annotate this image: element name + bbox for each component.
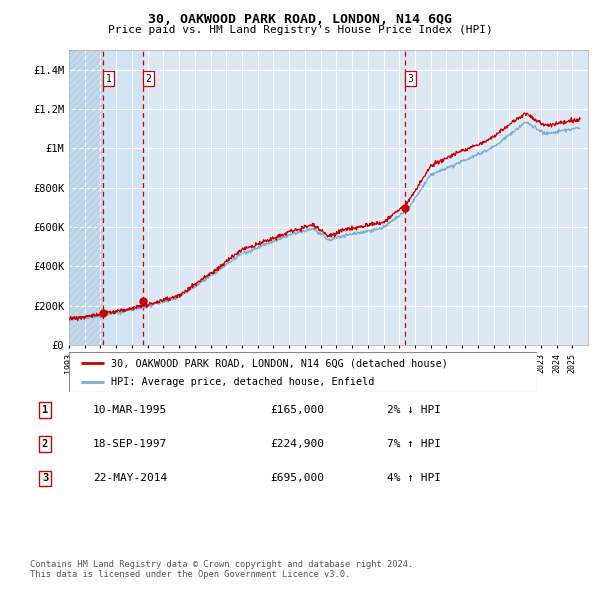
Text: 4% ↑ HPI: 4% ↑ HPI bbox=[387, 474, 441, 483]
Text: 2% ↓ HPI: 2% ↓ HPI bbox=[387, 405, 441, 415]
Text: 1: 1 bbox=[42, 405, 48, 415]
Text: 3: 3 bbox=[408, 74, 413, 84]
Bar bbox=[69, 50, 103, 345]
Text: 2: 2 bbox=[145, 74, 151, 84]
Text: £224,900: £224,900 bbox=[270, 440, 324, 449]
Text: 30, OAKWOOD PARK ROAD, LONDON, N14 6QG: 30, OAKWOOD PARK ROAD, LONDON, N14 6QG bbox=[148, 13, 452, 26]
Text: Contains HM Land Registry data © Crown copyright and database right 2024.
This d: Contains HM Land Registry data © Crown c… bbox=[30, 560, 413, 579]
Bar bbox=[143, 50, 588, 345]
Bar bbox=[103, 50, 143, 345]
Text: 18-SEP-1997: 18-SEP-1997 bbox=[93, 440, 167, 449]
Text: Price paid vs. HM Land Registry's House Price Index (HPI): Price paid vs. HM Land Registry's House … bbox=[107, 25, 493, 35]
Text: 10-MAR-1995: 10-MAR-1995 bbox=[93, 405, 167, 415]
Text: £695,000: £695,000 bbox=[270, 474, 324, 483]
Text: 22-MAY-2014: 22-MAY-2014 bbox=[93, 474, 167, 483]
Text: 7% ↑ HPI: 7% ↑ HPI bbox=[387, 440, 441, 449]
Text: £165,000: £165,000 bbox=[270, 405, 324, 415]
Bar bbox=[69, 50, 103, 345]
Text: 1: 1 bbox=[106, 74, 112, 84]
Text: 30, OAKWOOD PARK ROAD, LONDON, N14 6QG (detached house): 30, OAKWOOD PARK ROAD, LONDON, N14 6QG (… bbox=[111, 358, 448, 368]
Text: HPI: Average price, detached house, Enfield: HPI: Average price, detached house, Enfi… bbox=[111, 376, 374, 386]
Text: 2: 2 bbox=[42, 440, 48, 449]
Text: 3: 3 bbox=[42, 474, 48, 483]
